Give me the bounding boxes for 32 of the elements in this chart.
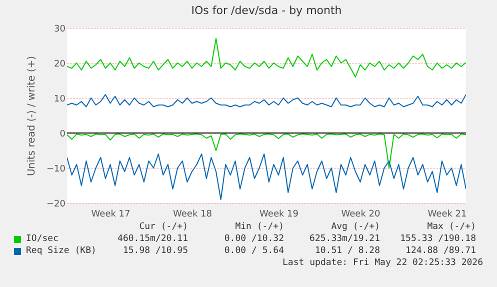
text: 15.98 /10.95 — [122, 246, 188, 257]
y-axis-title: Units read (-) / write (+) — [26, 56, 38, 176]
text: 10.51 / 8.28 — [314, 246, 380, 257]
text: 0.00 / 5.64 — [224, 246, 284, 257]
y-tick-label: 20 — [54, 60, 66, 70]
line-series — [67, 38, 466, 78]
y-tick-label: −10 — [46, 164, 66, 174]
chart-title: IOs for /dev/sda - by month — [191, 4, 342, 17]
text: 0.00 /10.32 — [224, 234, 284, 245]
line-series — [67, 134, 466, 168]
text: 124.88 /89.71 — [406, 246, 476, 257]
text: Min (-/+) — [235, 222, 284, 233]
line-series — [67, 94, 466, 108]
x-tick-label: Week 21 — [428, 210, 467, 220]
text: Last update: Fri May 22 02:25:33 2026 — [282, 258, 483, 269]
x-tick-label: Week 19 — [260, 210, 299, 220]
text: 155.33 /190.18 — [400, 234, 476, 245]
text: Cur (-/+) — [139, 222, 188, 233]
legend-label: IO/sec — [26, 234, 59, 245]
y-tick-label: 30 — [54, 24, 66, 34]
text: 460.15m/20.11 — [118, 234, 188, 245]
x-tick-label: Week 18 — [172, 210, 212, 220]
text: Avg (-/+) — [331, 222, 380, 233]
y-tick-label: 10 — [54, 94, 66, 104]
legend-label: Req Size (KB) — [26, 246, 96, 257]
x-tick-label: Week 20 — [341, 210, 380, 220]
text: 625.33m/19.21 — [310, 234, 380, 245]
y-tick-label: −20 — [46, 200, 66, 210]
text: Max (-/+) — [427, 222, 476, 233]
y-tick-label: 0 — [60, 130, 66, 140]
x-tick-label: Week 17 — [91, 210, 130, 220]
line-series — [67, 154, 466, 200]
